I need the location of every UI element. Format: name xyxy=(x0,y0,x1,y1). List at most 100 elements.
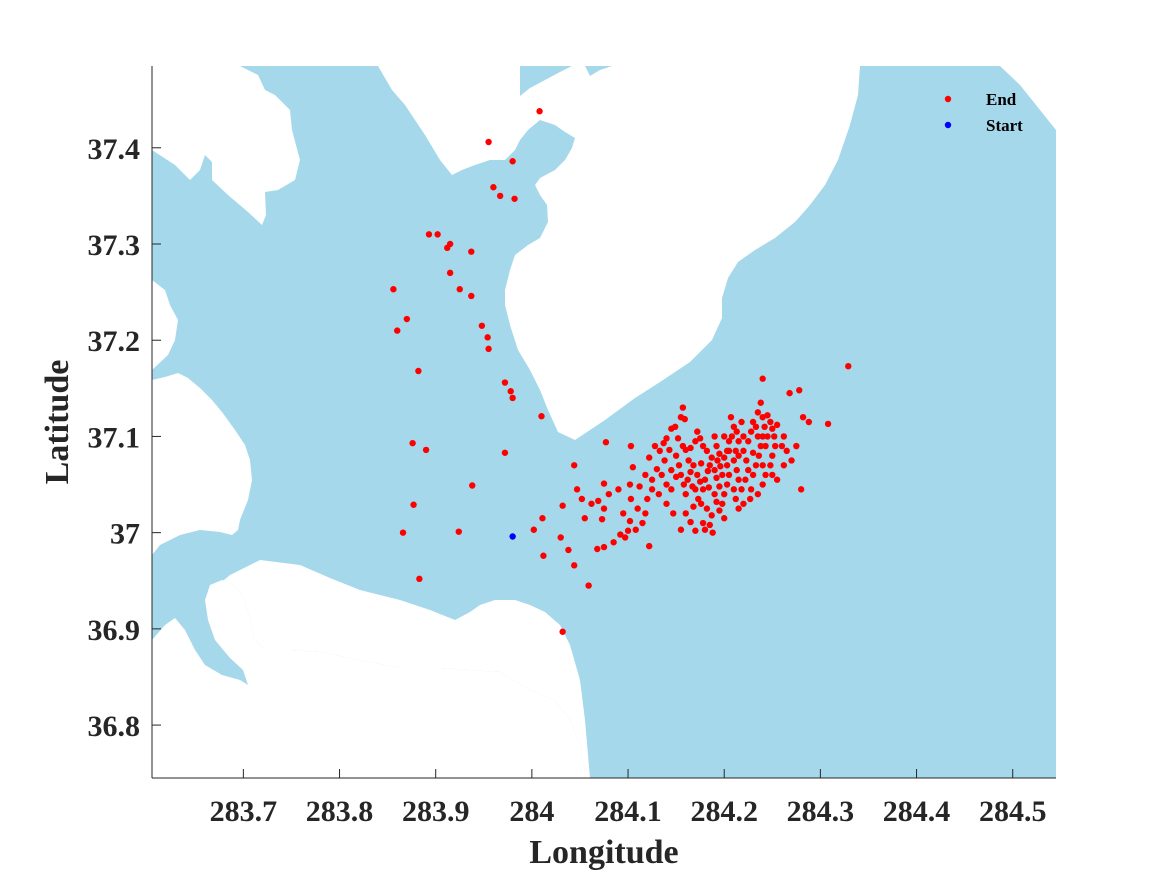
end-point xyxy=(565,546,572,554)
end-point xyxy=(681,415,688,423)
land-south xyxy=(152,580,586,778)
end-point xyxy=(764,412,771,419)
end-point xyxy=(690,503,697,510)
end-point xyxy=(701,476,709,483)
end-point xyxy=(769,452,776,459)
end-point xyxy=(634,505,641,512)
end-point xyxy=(743,457,750,464)
end-point xyxy=(689,483,696,490)
end-point xyxy=(674,435,682,442)
end-point xyxy=(769,425,776,432)
end-point xyxy=(725,471,733,479)
end-point xyxy=(570,562,578,569)
end-point xyxy=(677,471,685,479)
end-point xyxy=(754,490,762,498)
end-point xyxy=(719,500,726,507)
end-point xyxy=(679,442,687,450)
end-point xyxy=(446,240,454,248)
x-axis-label: Longitude xyxy=(529,834,678,871)
end-point xyxy=(721,454,728,461)
end-point xyxy=(762,471,769,479)
end-point xyxy=(740,447,747,455)
y-tick-label: 37.3 xyxy=(88,229,141,262)
end-point xyxy=(581,515,588,522)
end-point xyxy=(732,495,739,503)
end-point xyxy=(723,481,731,488)
x-tick-label: 284.2 xyxy=(690,795,758,828)
x-tick-label: 284.4 xyxy=(883,795,951,828)
end-point xyxy=(425,231,433,238)
end-point xyxy=(759,481,766,488)
end-point xyxy=(668,425,675,432)
end-point xyxy=(658,471,665,479)
end-point xyxy=(682,510,689,517)
end-point xyxy=(805,418,813,426)
end-point xyxy=(456,286,463,293)
end-point xyxy=(403,315,411,323)
end-point xyxy=(769,471,776,479)
end-point xyxy=(711,466,718,474)
end-point xyxy=(434,231,441,238)
end-point xyxy=(767,418,774,426)
end-point xyxy=(757,399,764,406)
land-west-middle xyxy=(152,280,252,555)
end-point xyxy=(752,462,760,469)
end-point xyxy=(780,462,788,469)
end-point xyxy=(624,527,632,534)
end-point xyxy=(692,527,699,534)
end-point xyxy=(704,467,712,475)
axes xyxy=(151,66,1056,779)
land-east-point xyxy=(1000,66,1056,130)
end-point xyxy=(767,462,774,469)
end-point xyxy=(783,447,790,455)
end-point xyxy=(793,442,800,450)
end-point xyxy=(752,423,760,431)
end-point xyxy=(632,526,639,533)
end-point xyxy=(644,495,651,503)
x-tick-label: 283.7 xyxy=(210,795,278,828)
end-point xyxy=(646,454,653,461)
end-point xyxy=(390,286,397,293)
end-point xyxy=(509,394,516,402)
end-point xyxy=(719,471,726,479)
end-point xyxy=(651,442,659,450)
end-point xyxy=(690,462,697,469)
end-point xyxy=(646,542,653,550)
end-point xyxy=(754,433,762,440)
end-point xyxy=(663,500,670,507)
end-point xyxy=(468,292,475,300)
end-point xyxy=(732,447,739,455)
end-point xyxy=(699,442,707,450)
end-point xyxy=(730,423,738,431)
end-point xyxy=(738,418,745,426)
end-point xyxy=(626,517,634,525)
end-point xyxy=(485,138,492,146)
end-point xyxy=(485,345,492,353)
x-tick-label: 283.8 xyxy=(306,795,374,828)
end-point xyxy=(663,481,670,488)
end-point xyxy=(496,192,504,200)
end-point xyxy=(699,519,707,527)
end-point xyxy=(778,442,786,450)
end-point xyxy=(764,433,771,440)
end-point xyxy=(468,248,475,255)
y-ticks: 36.8 36.9 37 37.1 37.2 37.3 37.4 xyxy=(88,133,161,743)
end-point xyxy=(559,502,566,509)
end-point xyxy=(642,510,649,517)
end-point xyxy=(708,454,715,461)
end-point xyxy=(627,442,635,450)
end-point xyxy=(680,481,688,488)
end-point xyxy=(721,515,728,522)
end-point xyxy=(694,428,701,435)
end-point xyxy=(670,510,677,517)
end-point xyxy=(559,628,566,635)
end-point xyxy=(538,413,545,420)
end-point xyxy=(786,389,793,397)
end-point xyxy=(672,473,680,481)
end-point xyxy=(773,476,781,483)
end-point xyxy=(725,447,733,455)
legend-end-marker xyxy=(944,95,952,103)
end-point xyxy=(600,480,608,487)
end-point xyxy=(759,462,766,469)
end-point xyxy=(416,575,423,583)
